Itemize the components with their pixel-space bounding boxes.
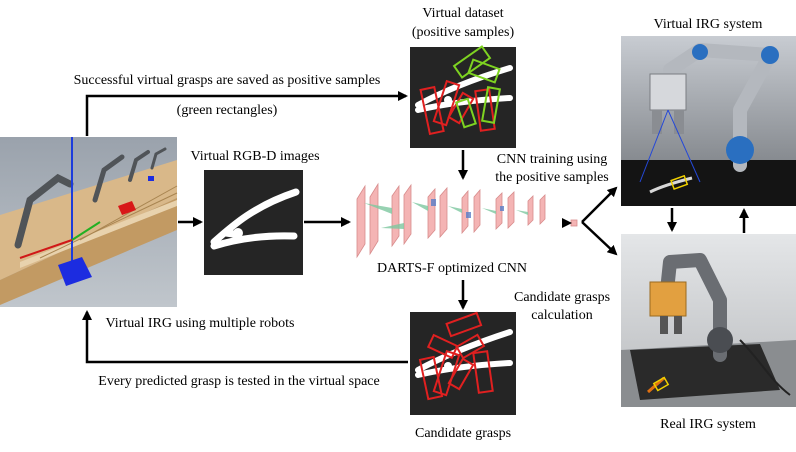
label-tested-virtual: Every predicted grasp is tested in the v… [98, 374, 379, 389]
label-positive-samples: (positive samples) [412, 25, 515, 40]
arrow-to-real-irg [581, 221, 618, 256]
arrow-test-virtual [82, 310, 408, 364]
arrow-save-positive [85, 91, 408, 136]
label-candidate-grasps: Candidate grasps [415, 426, 511, 441]
label-cnn-training-2: the positive samples [495, 170, 609, 185]
rgbd-image [204, 170, 303, 275]
virtual-dataset-image [410, 45, 516, 148]
arrow-to-virtual-irg [581, 186, 618, 223]
label-candidate-calc-1: Candidate grasps [514, 290, 610, 305]
candidate-rect-group [419, 79, 496, 136]
real-irg-system-image [621, 234, 796, 407]
virtual-multi-robot-image [0, 137, 178, 307]
label-cnn-training-1: CNN training using [497, 152, 607, 167]
virtual-irg-system-image [621, 36, 796, 206]
flow-arrows [82, 91, 749, 364]
label-saved-positive: Successful virtual grasps are saved as p… [74, 73, 381, 88]
label-virtual-irg-system: Virtual IRG system [654, 17, 763, 32]
cnn-architecture [356, 182, 578, 259]
label-darts-cnn: DARTS-F optimized CNN [377, 261, 527, 276]
label-real-irg-system: Real IRG system [660, 417, 756, 432]
label-virtual-irg-multi: Virtual IRG using multiple robots [106, 316, 295, 331]
labels: Virtual dataset (positive samples) Virtu… [74, 6, 763, 441]
positive-rect-group [452, 45, 502, 129]
label-green-rectangles: (green rectangles) [177, 103, 278, 118]
candidate-grasps-image [410, 311, 516, 415]
label-candidate-calc-2: calculation [531, 308, 592, 323]
label-rgbd-images: Virtual RGB-D images [190, 149, 319, 164]
label-virtual-dataset: Virtual dataset [422, 6, 503, 21]
